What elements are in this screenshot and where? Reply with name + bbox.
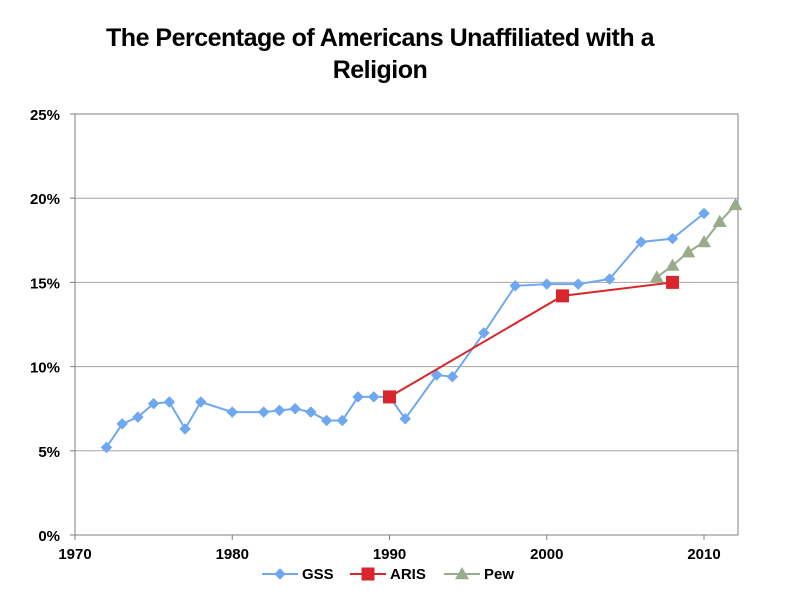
aris-data-point: [383, 390, 396, 404]
gss-data-point: [320, 414, 333, 427]
pew-data-point: [649, 270, 664, 283]
gss-data-point: [116, 418, 129, 430]
aris-series-line: [388, 281, 673, 398]
gss-series-line: [105, 212, 705, 448]
y-tick-label: 15%: [30, 275, 60, 292]
gss-data-point: [572, 278, 585, 290]
gss-data-point: [305, 406, 317, 418]
gss-data-point: [446, 370, 459, 383]
y-tick-label: 5%: [38, 444, 60, 461]
gss-data-point: [430, 369, 443, 381]
y-tick-label: 0%: [38, 528, 60, 545]
gss-data-point: [257, 406, 270, 418]
x-tick-label: 1990: [373, 546, 406, 563]
aris-legend-marker: [361, 567, 375, 581]
gss-data-point: [179, 423, 191, 435]
gss-data-point: [666, 232, 679, 245]
gss-data-point: [194, 396, 207, 408]
y-tick-label: 25%: [30, 107, 60, 124]
aris-legend-label: ARIS: [390, 566, 426, 583]
pew-data-point: [712, 214, 727, 228]
gss-data-point: [698, 207, 710, 220]
gss-data-point: [132, 411, 144, 423]
gss-data-point: [603, 273, 616, 285]
aris-data-point: [555, 289, 569, 303]
gss-legend-label: GSS: [302, 566, 334, 583]
pew-data-point: [665, 258, 680, 271]
gss-data-point: [477, 327, 490, 339]
x-tick-label: 2010: [687, 546, 720, 563]
pew-data-point: [681, 245, 696, 258]
gss-data-point: [635, 236, 647, 248]
gss-data-point: [352, 391, 364, 403]
gss-data-point: [367, 391, 380, 403]
gss-data-point: [540, 278, 553, 290]
gss-legend-marker: [274, 568, 286, 580]
x-tick-label: 1980: [216, 546, 249, 563]
gss-data-point: [336, 414, 349, 427]
gss-data-point: [289, 402, 302, 415]
pew-data-point: [728, 197, 743, 211]
x-tick-label: 1970: [58, 546, 91, 563]
plot-area: [74, 113, 739, 536]
gss-data-point: [273, 404, 286, 417]
gss-data-point: [399, 412, 412, 425]
gss-data-point: [509, 279, 522, 292]
gss-data-point: [147, 397, 160, 410]
gss-data-point: [100, 441, 113, 454]
x-tick-label: 2000: [530, 546, 563, 563]
aris-data-point: [666, 275, 680, 289]
gss-data-point: [163, 396, 176, 408]
pew-legend-marker: [455, 567, 469, 580]
pew-legend-label: Pew: [484, 566, 514, 583]
y-tick-label: 20%: [30, 191, 60, 208]
pew-data-point: [697, 234, 711, 248]
gss-data-point: [226, 406, 239, 418]
chart-title: The Percentage of Americans Unaffiliated…: [106, 24, 654, 84]
y-tick-label: 10%: [30, 360, 60, 377]
